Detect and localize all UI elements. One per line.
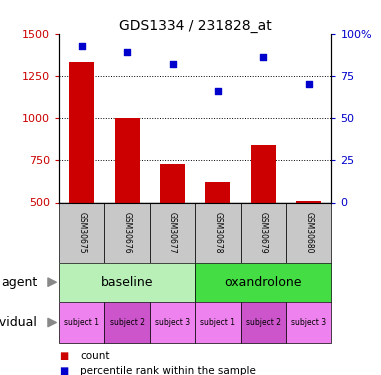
Text: ■: ■ <box>59 351 68 361</box>
Bar <box>160 164 185 202</box>
Point <box>170 61 176 67</box>
Text: subject 1: subject 1 <box>200 318 235 327</box>
Bar <box>104 202 150 262</box>
Bar <box>59 302 104 343</box>
Point <box>306 81 312 87</box>
Text: baseline: baseline <box>101 276 154 289</box>
Bar <box>59 202 104 262</box>
Point <box>215 88 221 94</box>
Text: subject 1: subject 1 <box>64 318 99 327</box>
Text: ■: ■ <box>59 366 68 375</box>
Bar <box>205 182 231 203</box>
Bar <box>251 145 276 202</box>
Bar <box>115 118 140 202</box>
Title: GDS1334 / 231828_at: GDS1334 / 231828_at <box>119 19 272 33</box>
Bar <box>241 202 286 262</box>
Bar <box>150 302 195 343</box>
Text: subject 3: subject 3 <box>155 318 190 327</box>
Text: oxandrolone: oxandrolone <box>225 276 302 289</box>
Bar <box>286 302 331 343</box>
Text: individual: individual <box>0 316 37 329</box>
Bar <box>195 302 241 343</box>
Text: agent: agent <box>1 276 37 289</box>
Text: GSM30677: GSM30677 <box>168 211 177 254</box>
Text: GSM30678: GSM30678 <box>213 212 223 253</box>
Point <box>260 54 266 60</box>
Bar <box>241 302 286 343</box>
Text: GSM30679: GSM30679 <box>259 211 268 254</box>
Text: subject 2: subject 2 <box>246 318 281 327</box>
Text: subject 3: subject 3 <box>291 318 327 327</box>
Bar <box>195 262 331 302</box>
Text: GSM30676: GSM30676 <box>123 211 132 254</box>
Bar <box>195 202 241 262</box>
Text: percentile rank within the sample: percentile rank within the sample <box>80 366 256 375</box>
Point <box>79 43 85 49</box>
Text: count: count <box>80 351 109 361</box>
Bar <box>286 202 331 262</box>
Text: GSM30680: GSM30680 <box>304 212 313 253</box>
Text: subject 2: subject 2 <box>110 318 145 327</box>
Bar <box>69 62 94 202</box>
Bar <box>150 202 195 262</box>
Bar <box>104 302 150 343</box>
Bar <box>296 201 321 202</box>
Bar <box>59 262 195 302</box>
Point <box>124 50 130 55</box>
Text: GSM30675: GSM30675 <box>77 211 86 254</box>
